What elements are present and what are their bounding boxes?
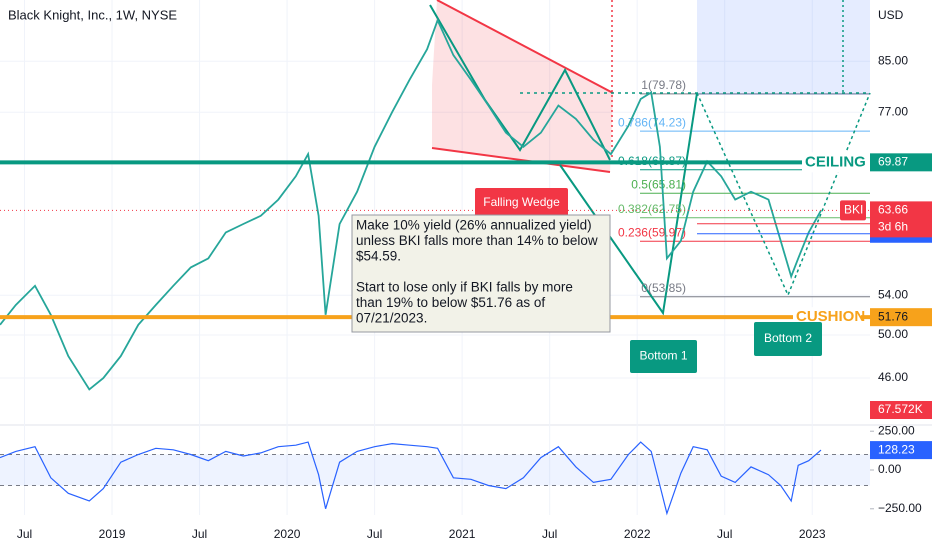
y-tick-label: 77.00: [878, 104, 908, 118]
annotation-box: [475, 188, 568, 218]
wave-line: [429, 4, 611, 161]
note-line: $54.59.: [356, 249, 401, 264]
annotation-text: Bottom 1: [639, 349, 687, 363]
y-tick-label: 85.00: [878, 53, 908, 67]
x-tick-label: Jul: [542, 527, 557, 541]
target-zone: [697, 0, 870, 95]
wedge-fill: [432, 0, 613, 172]
x-tick-label: Jul: [17, 527, 32, 541]
cci-tick-label: 250.00: [878, 423, 915, 437]
note-line: 07/21/2023.: [356, 311, 427, 326]
x-tick-label: Jul: [192, 527, 207, 541]
drawings: [429, 0, 871, 316]
x-tick-label: 2020: [274, 527, 301, 541]
note-line: than 19% to below $51.76 as of: [356, 295, 545, 310]
bottom-2-v: [696, 92, 871, 297]
annotation-text: Falling Wedge: [483, 195, 560, 209]
currency: USD: [878, 8, 904, 22]
note-box: [351, 214, 611, 333]
x-tick-label: Jul: [367, 527, 382, 541]
cci-tick-label: 0.00: [878, 462, 902, 476]
cci-band: [0, 454, 870, 486]
price-badge-text: 63.66: [878, 203, 908, 217]
price-badge-text: 69.87: [878, 155, 908, 169]
y-tick-label: 46.00: [878, 370, 908, 384]
bottom-1-v: [559, 92, 698, 316]
symbol-label: BKI: [844, 203, 863, 217]
annotation-text: Bottom 2: [764, 331, 812, 345]
volume-label: 67.572K: [878, 402, 923, 416]
note-line: Make 10% yield (26% annualized yield): [356, 218, 592, 233]
annotation-box: [754, 322, 822, 356]
price-badge-text: 51.76: [878, 309, 908, 323]
y-tick-label: 50.00: [878, 327, 908, 341]
cci-tick-label: −250.00: [878, 501, 922, 515]
symbol-badge: [840, 200, 866, 221]
cci-badge-text: 128.23: [878, 442, 915, 456]
fib-label: 0.236(59.97): [618, 225, 686, 239]
level-label: CUSHION: [796, 308, 865, 325]
note-line: Start to lose only if BKI falls by more: [356, 280, 573, 295]
x-tick-label: 2019: [99, 527, 126, 541]
cci-line: [0, 441, 822, 516]
price-badge: [870, 201, 932, 238]
cci-badge: [870, 441, 932, 460]
fib-label: 1(79.78): [641, 78, 686, 92]
wedge-lower: [431, 147, 611, 173]
x-tick-label: Jul: [717, 527, 732, 541]
x-tick-label: 2023: [799, 527, 826, 541]
x-tick-label: 2022: [624, 527, 651, 541]
level-label: CEILING: [805, 153, 866, 170]
note-line: unless BKI falls more than 14% to below: [356, 233, 598, 248]
chart-title: Black Knight, Inc., 1W, NYSE: [8, 7, 177, 22]
price-badge: [870, 153, 932, 172]
level-label-bg: [802, 152, 870, 173]
countdown: 3d 6h: [878, 220, 908, 234]
price-badge: [870, 308, 932, 327]
annotation-box: [630, 340, 697, 373]
fib-label: 0.5(65.81): [631, 177, 686, 191]
fib-label: 0.382(62.75): [618, 202, 686, 216]
x-tick-label: 2021: [449, 527, 476, 541]
fib-label: 0(53.85): [641, 281, 686, 295]
fib-label: 0.786(74.23): [618, 115, 686, 129]
volume-badge: [870, 401, 932, 419]
wedge-upper: [436, 0, 614, 94]
y-tick-label: 54.00: [878, 287, 908, 301]
